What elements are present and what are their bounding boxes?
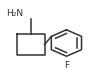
Text: H₂N: H₂N [6, 9, 23, 18]
Text: F: F [64, 61, 69, 70]
